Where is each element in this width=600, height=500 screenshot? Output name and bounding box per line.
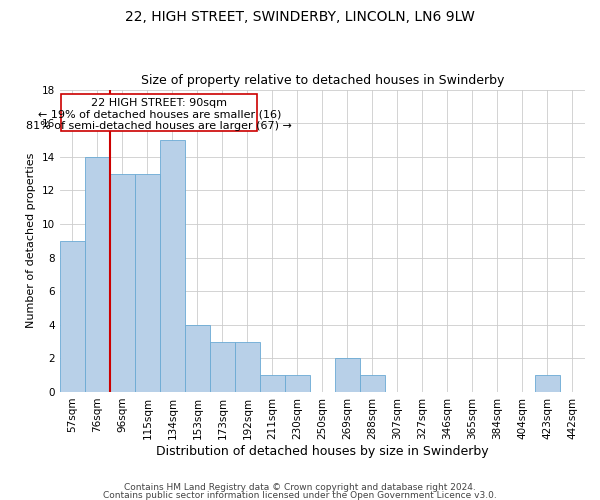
FancyBboxPatch shape (61, 94, 257, 130)
Text: Contains public sector information licensed under the Open Government Licence v3: Contains public sector information licen… (103, 490, 497, 500)
Bar (135, 174, 160, 392)
Bar (60, 241, 85, 392)
Bar (335, 358, 360, 392)
X-axis label: Distribution of detached houses by size in Swinderby: Distribution of detached houses by size … (156, 444, 489, 458)
Bar (360, 375, 385, 392)
Bar (85, 157, 110, 392)
Y-axis label: Number of detached properties: Number of detached properties (26, 153, 36, 328)
Text: ← 19% of detached houses are smaller (16): ← 19% of detached houses are smaller (16… (38, 110, 281, 120)
Bar (110, 174, 135, 392)
Bar (285, 375, 310, 392)
Bar (160, 140, 185, 392)
Title: Size of property relative to detached houses in Swinderby: Size of property relative to detached ho… (141, 74, 504, 87)
Bar (185, 325, 210, 392)
Bar (260, 375, 285, 392)
Bar (535, 375, 560, 392)
Text: 22, HIGH STREET, SWINDERBY, LINCOLN, LN6 9LW: 22, HIGH STREET, SWINDERBY, LINCOLN, LN6… (125, 10, 475, 24)
Text: 81% of semi-detached houses are larger (67) →: 81% of semi-detached houses are larger (… (26, 122, 292, 132)
Text: Contains HM Land Registry data © Crown copyright and database right 2024.: Contains HM Land Registry data © Crown c… (124, 484, 476, 492)
Bar (235, 342, 260, 392)
Bar (210, 342, 235, 392)
Text: 22 HIGH STREET: 90sqm: 22 HIGH STREET: 90sqm (91, 98, 227, 108)
